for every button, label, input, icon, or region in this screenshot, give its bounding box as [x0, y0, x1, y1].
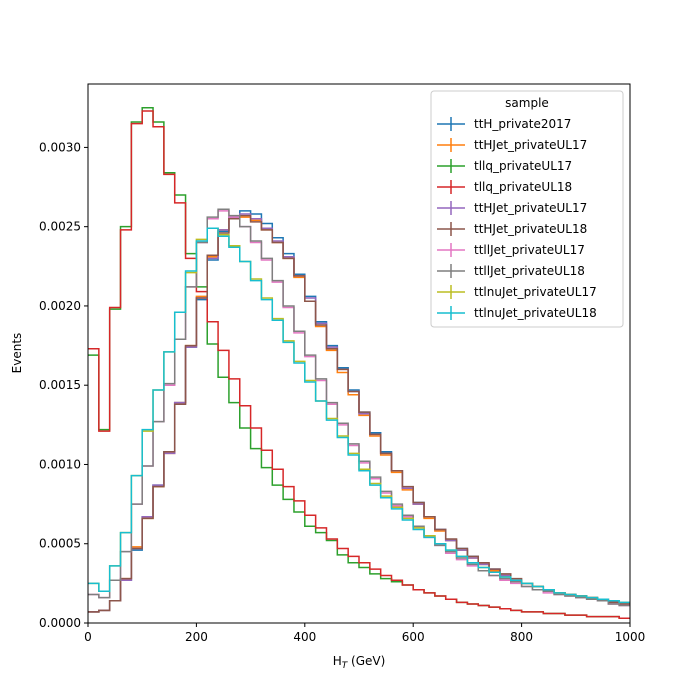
- x-tick-label-3: 600: [402, 630, 425, 644]
- legend-entry-8: ttllJet_privateUL18: [437, 264, 585, 278]
- x-tick-label-0: 0: [84, 630, 92, 644]
- series-line-4: [88, 110, 630, 619]
- x-tick-label-5: 1000: [615, 630, 646, 644]
- legend-label-7: ttllJet_privateUL17: [474, 243, 585, 257]
- x-axis-label-subscript: T: [342, 661, 349, 671]
- legend-label-9: ttlnuJet_privateUL17: [474, 285, 597, 299]
- y-tick-label-0: 0.0000: [39, 616, 81, 630]
- y-tick-label-2: 0.0010: [39, 457, 81, 471]
- legend-label-8: ttllJet_privateUL18: [474, 264, 585, 278]
- legend-entry-2: ttHJet_privateUL17: [437, 138, 587, 152]
- legend-entry-10: ttlnuJet_privateUL18: [437, 306, 597, 320]
- y-tick-label-4: 0.0020: [39, 299, 81, 313]
- x-axis: 0 200 400 600 800 1000: [84, 623, 645, 644]
- x-tick-label-2: 400: [293, 630, 316, 644]
- series-layer: [88, 107, 630, 619]
- x-axis-label-main: H: [333, 654, 342, 668]
- x-axis-label-unit: (GeV): [347, 654, 385, 668]
- legend-label-6: ttHJet_privateUL18: [474, 222, 587, 236]
- legend-label-10: ttlnuJet_privateUL18: [474, 306, 597, 320]
- legend-label-3: tllq_privateUL17: [474, 159, 572, 173]
- y-tick-label-6: 0.0030: [39, 140, 81, 154]
- legend-label-5: ttHJet_privateUL17: [474, 201, 587, 215]
- legend-entry-9: ttlnuJet_privateUL17: [437, 285, 597, 299]
- y-tick-label-1: 0.0005: [39, 537, 81, 551]
- x-tick-label-1: 200: [185, 630, 208, 644]
- legend-label-1: ttH_private2017: [474, 117, 571, 131]
- y-axis: 0.0000 0.0005 0.0010 0.0015 0.0020 0.0025 0.00…: [39, 140, 88, 630]
- x-tick-label-4: 800: [510, 630, 533, 644]
- y-tick-label-5: 0.0025: [39, 220, 81, 234]
- legend: sample ttH_private2017 ttHJet_privateUL17…: [430, 90, 624, 328]
- legend-entry-3: tllq_privateUL17: [437, 159, 572, 173]
- legend-entry-1: ttH_private2017: [437, 117, 571, 131]
- legend-label-2: ttHJet_privateUL17: [474, 138, 587, 152]
- y-tick-label-3: 0.0015: [39, 378, 81, 392]
- legend-title: sample: [505, 96, 549, 110]
- legend-entry-6: ttHJet_privateUL18: [437, 222, 587, 236]
- legend-label-4: tllq_privateUL18: [474, 180, 572, 194]
- plot-frame: [87, 83, 631, 624]
- series-line-10: [88, 227, 630, 604]
- x-axis-label: HT (GeV): [333, 654, 386, 671]
- y-axis-label: Events: [10, 333, 24, 374]
- legend-box: [430, 90, 624, 328]
- series-line-8: [88, 208, 630, 607]
- legend-entry-7: ttllJet_privateUL17: [437, 243, 585, 257]
- legend-entry-5: ttHJet_privateUL17: [437, 201, 587, 215]
- legend-entry-4: tllq_privateUL18: [437, 180, 572, 194]
